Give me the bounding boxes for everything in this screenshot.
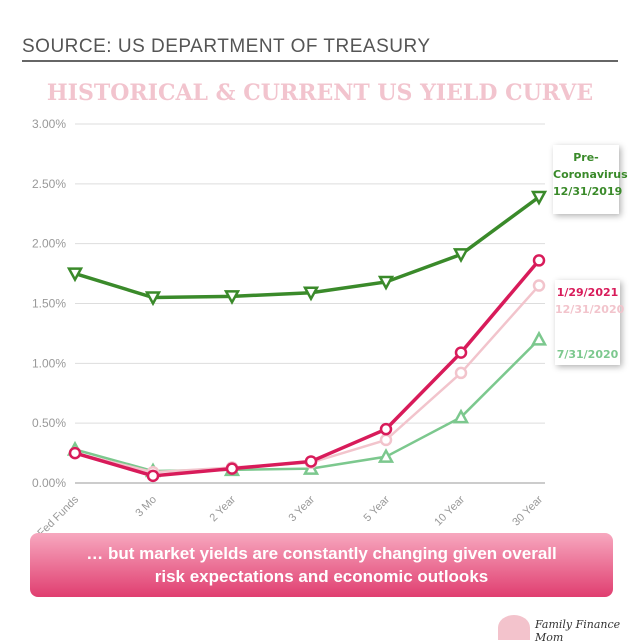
legend-recent: 1/29/2021 12/31/2020 7/31/2020 [555,280,625,365]
data-point [532,254,546,267]
x-tick-label: 2 Year [208,493,239,524]
legend-text-1220: 12/31/2020 [555,303,625,316]
y-tick-label: 3.00% [32,117,66,131]
data-point [377,448,395,463]
data-point [379,433,393,447]
data-point [454,366,468,380]
data-point [68,446,82,460]
legend-text-2021: 1/29/2021 [556,286,619,299]
caption-line: risk expectations and economic outlooks [154,567,489,586]
data-point [302,286,320,302]
y-tick-label: 0.00% [32,476,66,490]
data-point [532,279,546,292]
divider [22,60,618,62]
x-tick-label: 3 Year [287,493,318,524]
series-line [74,338,540,473]
legend-text: 12/31/2019 [553,185,623,198]
legend-text-0720: 7/31/2020 [556,348,619,361]
chart-title: HISTORICAL & CURRENT US YIELD CURVE [46,80,594,106]
x-tick-label: 10 Year [432,493,467,528]
y-tick-label: 1.00% [32,356,66,370]
legend-pre-coronavirus: Pre- Coronavirus 12/31/2019 [553,145,628,214]
data-point [225,462,239,475]
caption-banner: … but market yields are constantly chang… [30,533,613,597]
data-point [144,291,162,307]
data-point [379,422,393,436]
brand-logo: Family Finance Mom [535,618,621,644]
legend-text: Coronavirus [553,168,628,181]
y-tick-label: 2.50% [32,177,66,191]
data-point [66,267,84,283]
data-point [452,248,470,264]
data-point [377,275,395,291]
series-line [74,284,540,474]
data-point [452,408,470,424]
piggy-bank-logo-icon [498,615,530,640]
series-line [74,195,541,300]
x-tick-label: 3 Mo [133,494,159,520]
y-tick-label: 2.00% [32,237,66,251]
data-point [454,346,468,359]
data-point [304,455,318,468]
y-tick-label: 0.50% [32,416,66,430]
data-point [530,330,548,346]
data-point [530,190,548,206]
x-tick-label: 5 Year [362,493,393,524]
legend-text: Pre- [573,151,599,164]
y-tick-label: 1.50% [32,297,66,311]
x-tick-label: 30 Year [510,493,545,528]
data-point [223,290,241,305]
data-point [146,469,160,483]
caption-line: … but market yields are constantly chang… [86,544,557,563]
source-label: SOURCE: US DEPARTMENT OF TREASURY [22,36,431,57]
